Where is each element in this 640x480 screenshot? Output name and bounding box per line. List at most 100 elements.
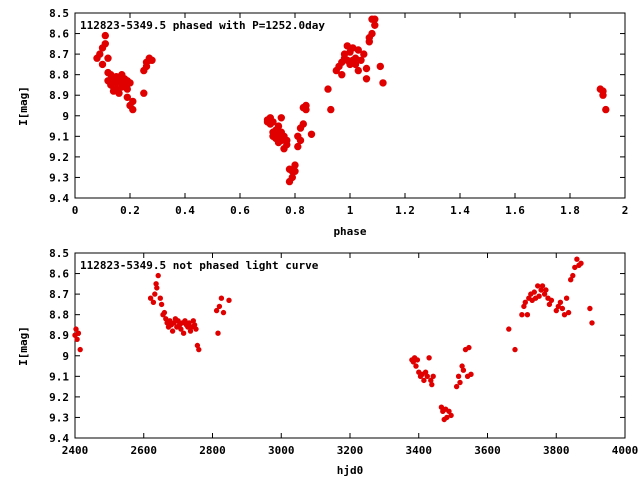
x-tick-label: 0.6 bbox=[230, 204, 250, 217]
data-point bbox=[376, 62, 384, 71]
data-point bbox=[371, 15, 379, 23]
data-point bbox=[365, 38, 373, 46]
data-point bbox=[553, 307, 559, 314]
x-tick-label: 0.2 bbox=[120, 204, 140, 217]
data-point bbox=[357, 56, 365, 64]
data-point bbox=[512, 346, 518, 353]
data-point bbox=[555, 303, 561, 310]
data-point bbox=[522, 299, 528, 305]
y-tick-label: 9.1 bbox=[49, 370, 69, 383]
data-point bbox=[568, 277, 574, 283]
data-point bbox=[354, 46, 362, 54]
x-tick-label: 3400 bbox=[406, 444, 433, 457]
x-tick-label: 0.8 bbox=[285, 204, 305, 217]
y-tick-label: 8.7 bbox=[49, 288, 69, 301]
y-tick-label: 9.3 bbox=[49, 411, 69, 424]
data-point bbox=[269, 118, 277, 126]
y-tick-label: 8.6 bbox=[49, 28, 69, 41]
data-point bbox=[142, 62, 151, 71]
data-point bbox=[226, 297, 232, 303]
y-tick-label: 9 bbox=[62, 350, 69, 363]
data-point bbox=[453, 383, 460, 390]
data-point bbox=[115, 89, 123, 97]
data-point bbox=[561, 312, 568, 318]
data-point bbox=[379, 79, 387, 87]
data-point bbox=[602, 105, 610, 114]
x-tick-label: 1 bbox=[347, 204, 354, 217]
data-point bbox=[74, 336, 80, 342]
y-tick-label: 8.7 bbox=[49, 48, 69, 61]
data-point bbox=[570, 272, 576, 279]
data-point bbox=[578, 260, 584, 266]
data-point bbox=[283, 140, 291, 149]
data-point bbox=[169, 328, 176, 334]
data-point bbox=[324, 85, 332, 93]
data-point bbox=[574, 256, 580, 262]
data-point bbox=[565, 309, 572, 316]
data-point bbox=[196, 346, 202, 353]
data-point bbox=[274, 122, 283, 130]
data-point bbox=[302, 101, 310, 110]
data-point bbox=[557, 299, 564, 305]
data-point bbox=[101, 31, 110, 40]
data-point bbox=[216, 303, 223, 310]
y-axis-label: I[mag] bbox=[17, 326, 30, 366]
data-point bbox=[368, 29, 376, 38]
y-tick-label: 8.8 bbox=[49, 309, 69, 322]
data-point bbox=[468, 371, 474, 377]
data-point bbox=[424, 373, 430, 379]
data-point bbox=[362, 64, 371, 73]
data-points bbox=[72, 256, 595, 423]
data-point bbox=[543, 287, 549, 293]
data-point bbox=[155, 272, 161, 279]
data-point bbox=[220, 309, 227, 316]
data-point bbox=[531, 289, 537, 295]
data-point bbox=[535, 283, 541, 289]
x-tick-label: 4000 bbox=[612, 444, 639, 457]
data-point bbox=[428, 377, 434, 384]
axis-ticks: 2400 2600 2800 3000 3200 3400 3600 3800 4000 8.5 8… bbox=[49, 247, 638, 457]
data-point bbox=[218, 295, 225, 301]
data-point bbox=[548, 297, 555, 303]
data-point bbox=[73, 326, 79, 332]
data-point bbox=[536, 293, 542, 299]
data-point bbox=[546, 301, 553, 308]
x-tick-label: 2600 bbox=[131, 444, 158, 457]
data-point bbox=[123, 93, 132, 102]
x-tick-label: 2800 bbox=[199, 444, 226, 457]
data-point bbox=[180, 330, 187, 336]
data-point bbox=[413, 363, 419, 369]
data-point bbox=[193, 326, 199, 332]
data-point bbox=[519, 312, 525, 318]
data-point bbox=[140, 89, 148, 97]
axis-ticks: 0 0.2 0.4 0.6 0.8 1 1.2 1.4 1.6 1.8 2 8.5 8.6 8.7 8.8 8… bbox=[49, 7, 628, 217]
data-point bbox=[148, 56, 156, 64]
x-tick-label: 1.6 bbox=[505, 204, 525, 217]
x-tick-label: 0.4 bbox=[175, 204, 195, 217]
data-point bbox=[455, 373, 462, 379]
data-point bbox=[277, 114, 285, 122]
data-point bbox=[506, 326, 512, 332]
data-point bbox=[126, 79, 134, 87]
data-point bbox=[157, 295, 164, 301]
data-point bbox=[563, 295, 570, 301]
y-tick-label: 9.3 bbox=[49, 171, 69, 184]
data-point bbox=[123, 85, 132, 93]
data-point bbox=[448, 412, 454, 419]
x-tick-label: 1.8 bbox=[560, 204, 580, 217]
y-tick-label: 9.1 bbox=[49, 130, 69, 143]
x-tick-label: 1.4 bbox=[450, 204, 470, 217]
data-point bbox=[296, 136, 305, 145]
data-point bbox=[460, 367, 467, 373]
data-point bbox=[288, 173, 296, 182]
x-axis-label: phase bbox=[333, 225, 366, 238]
data-point bbox=[327, 105, 335, 114]
phased-light-curve-panel: 112823-5349.5 phased with P=1252.0day ph… bbox=[17, 7, 628, 238]
data-point bbox=[466, 344, 472, 351]
data-point bbox=[147, 295, 154, 301]
data-point bbox=[101, 40, 110, 48]
data-point bbox=[371, 21, 379, 29]
y-tick-label: 8.5 bbox=[49, 7, 69, 20]
data-point bbox=[539, 283, 546, 289]
data-point bbox=[429, 381, 435, 388]
